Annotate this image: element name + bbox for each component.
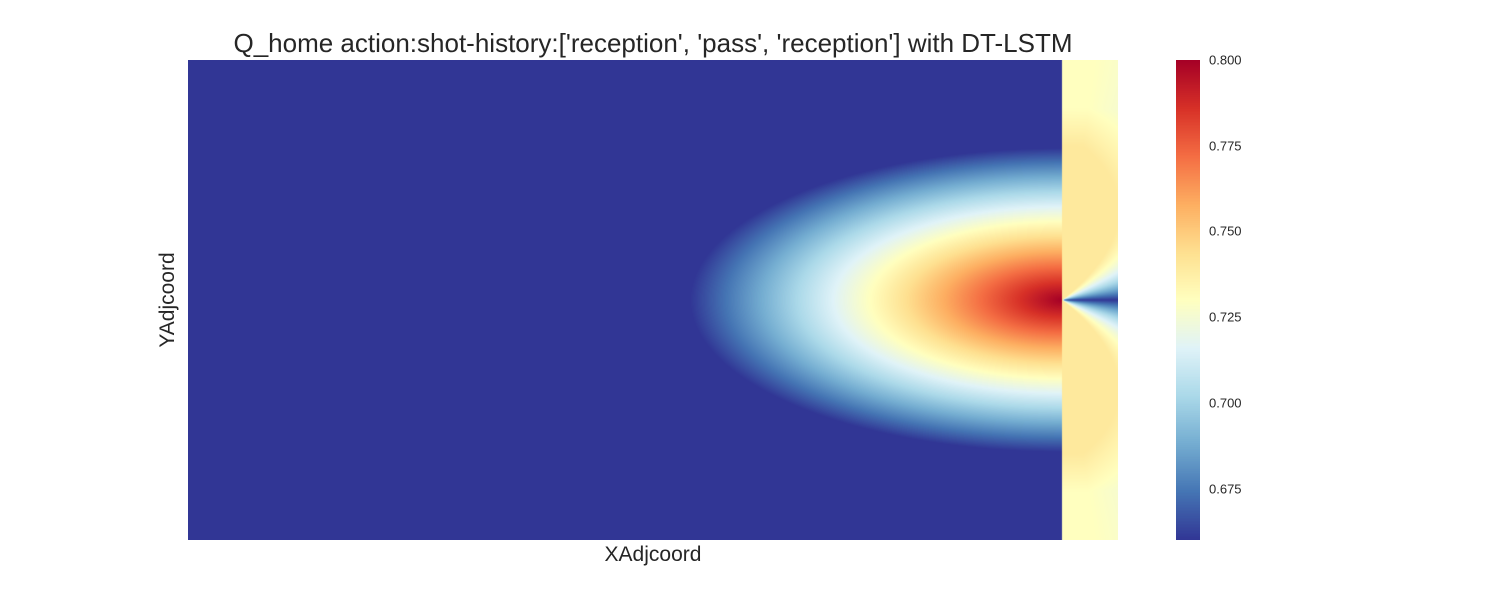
chart-title: Q_home action:shot-history:['reception',… — [233, 28, 1073, 58]
x-axis-label: XAdjcoord — [604, 543, 702, 566]
colorbar-tick-label: 0.725 — [1209, 309, 1242, 325]
colorbar-tick-label: 0.750 — [1209, 223, 1242, 239]
colorbar-tick-label: 0.675 — [1209, 481, 1242, 497]
colorbar-tick-labels: 0.675 0.700 0.725 0.750 0.775 0.800 — [1200, 53, 1280, 540]
y-axis-label: YAdjcoord — [156, 252, 179, 348]
colorbar-tick-label: 0.775 — [1209, 138, 1242, 154]
colorbar-tick-label: 0.800 — [1209, 52, 1242, 68]
heatmap-plot-area — [188, 60, 1118, 540]
colorbar-tick-label: 0.700 — [1209, 395, 1242, 411]
colorbar — [1176, 60, 1200, 540]
